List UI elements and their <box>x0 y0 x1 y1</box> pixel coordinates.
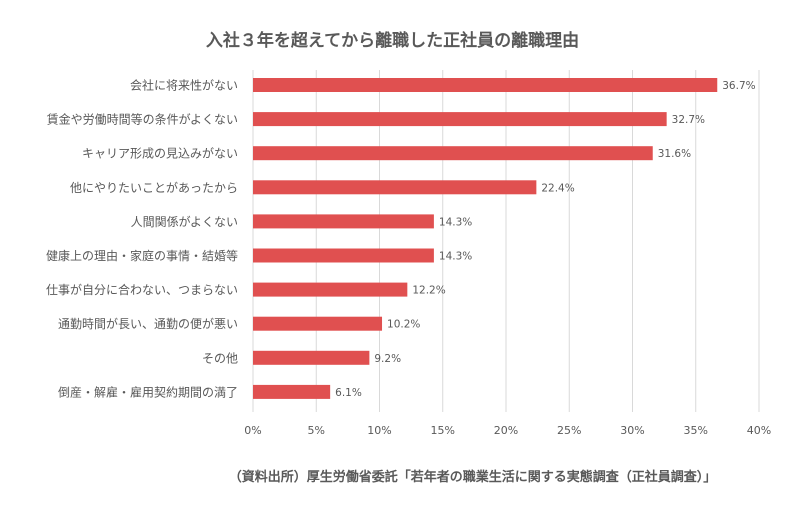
category-label: キャリア形成の見込みがない <box>82 146 238 161</box>
value-label: 22.4% <box>541 182 574 194</box>
value-label: 36.7% <box>722 80 755 92</box>
category-label: 倒産・解雇・雇用契約期間の満了 <box>58 384 238 399</box>
x-tick-label: 30% <box>620 424 644 437</box>
category-labels: 会社に将来性がない賃金や労働時間等の条件がよくないキャリア形成の見込みがない他に… <box>46 78 238 400</box>
x-tick-label: 40% <box>747 424 771 437</box>
chart-title: 入社３年を超えてから離職した正社員の離職理由 <box>205 31 580 51</box>
category-label: 他にやりたいことがあったから <box>70 180 238 195</box>
bar <box>253 248 434 263</box>
gridlines <box>252 70 760 412</box>
value-label: 12.2% <box>412 285 445 297</box>
value-label: 14.3% <box>439 216 472 228</box>
x-tick-label: 20% <box>494 424 518 437</box>
value-label: 32.7% <box>672 114 705 126</box>
x-tick-label: 35% <box>684 424 708 437</box>
x-tick-label: 5% <box>308 424 325 437</box>
bar <box>253 282 408 297</box>
category-label: 賃金や労働時間等の条件がよくない <box>47 112 238 127</box>
category-label: その他 <box>202 351 238 365</box>
bar <box>253 384 331 399</box>
category-label: 健康上の理由・家庭の事情・結婚等 <box>46 248 238 263</box>
x-tick-label: 25% <box>557 424 581 437</box>
category-label: 仕事が自分に合わない、つまらない <box>46 282 238 297</box>
bar <box>253 78 718 92</box>
bars <box>253 78 718 399</box>
x-tick-label: 15% <box>431 424 455 437</box>
bar <box>253 112 667 127</box>
value-labels: 36.7% 32.7% 31.6% 22.4% 14.3% 14.3% 12.2% 10.2%… <box>335 80 755 399</box>
x-tick-label: 0% <box>244 424 261 437</box>
x-tick-labels: 0% 5% 10% 15% 20% 25% 30% 35% 40% <box>244 424 771 437</box>
category-label: 通勤時間が長い、通勤の便が悪い <box>58 316 238 331</box>
category-label: 会社に将来性がない <box>130 78 238 93</box>
bar <box>253 214 434 229</box>
value-label: 31.6% <box>658 148 691 160</box>
value-label: 14.3% <box>439 251 472 263</box>
bar <box>253 316 383 331</box>
bar <box>253 350 370 365</box>
value-label: 9.2% <box>374 353 401 365</box>
category-label: 人間関係がよくない <box>131 214 238 229</box>
x-tick-label: 10% <box>367 424 391 437</box>
chart-source: （資料出所）厚生労働省委託「若年者の職業生活に関する実態調査（正社員調査）」 <box>228 470 717 485</box>
value-label: 6.1% <box>335 387 362 399</box>
value-label: 10.2% <box>387 319 420 331</box>
bar <box>253 180 537 195</box>
bar <box>253 146 653 161</box>
